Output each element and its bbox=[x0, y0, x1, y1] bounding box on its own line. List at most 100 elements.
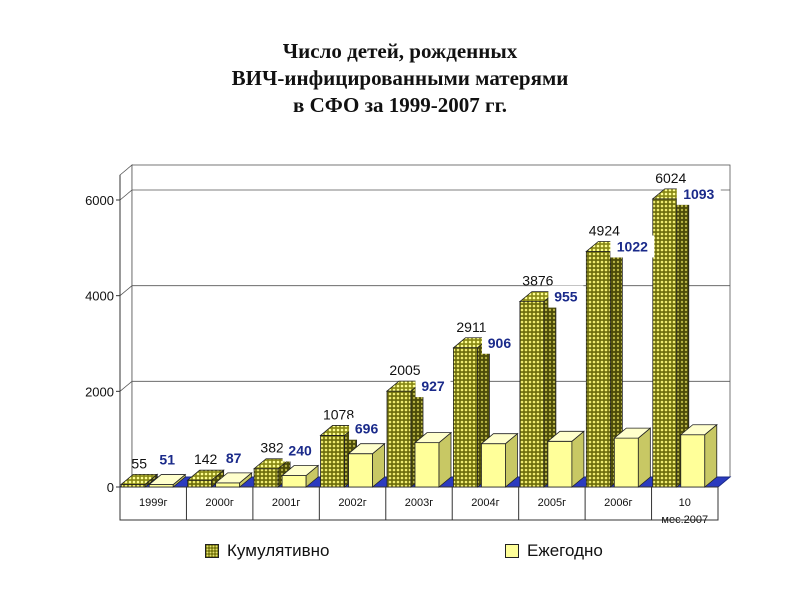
data-label-annual-3: 696 bbox=[355, 421, 379, 437]
bar-annual-8-front bbox=[680, 434, 706, 488]
data-label-annual-7: 1022 bbox=[617, 238, 648, 254]
bar-annual-3-top bbox=[347, 443, 386, 455]
bar-annual-6 bbox=[546, 430, 585, 488]
bar-cumulative-3 bbox=[319, 424, 358, 488]
gridline-6000 bbox=[119, 189, 730, 201]
data-label-bg-annual-8 bbox=[676, 182, 721, 205]
bar-cumulative-0 bbox=[120, 473, 159, 488]
x-tick-label-6: 2005г bbox=[538, 497, 566, 509]
x-tick-label-5: 2004г bbox=[471, 497, 499, 509]
data-label-cumulative-3: 1078 bbox=[323, 406, 354, 422]
legend-swatch-annual bbox=[505, 544, 519, 558]
bar-annual-7-top bbox=[613, 427, 652, 439]
bar-annual-3 bbox=[347, 442, 386, 488]
bar-annual-1-front bbox=[215, 482, 241, 488]
data-label-cumulative-0: 55 bbox=[131, 455, 147, 471]
side-wall bbox=[119, 164, 133, 488]
x-tick-label-1: 2000г bbox=[205, 497, 233, 509]
bar-cumulative-7-front bbox=[585, 251, 611, 488]
data-label-annual-8: 1093 bbox=[683, 186, 714, 202]
y-tick-label-6000: 6000 bbox=[85, 193, 114, 208]
gridline-4000 bbox=[119, 285, 730, 296]
plot-frame: 0 2000 4000 6000 1999г 2000г 2001г 2002г 2003г 20… bbox=[85, 164, 732, 526]
back-wall bbox=[131, 164, 731, 478]
bar-annual-6-top bbox=[546, 430, 585, 442]
bar-annual-7 bbox=[613, 427, 652, 488]
bar-cumulative-2-front bbox=[253, 468, 279, 488]
bar-cumulative-6-front bbox=[519, 301, 545, 488]
data-label-bg-annual-1 bbox=[220, 446, 247, 469]
data-label-annual-6: 955 bbox=[554, 289, 578, 305]
data-label-bg-annual-3 bbox=[349, 417, 385, 440]
bar-annual-3-front bbox=[348, 453, 373, 488]
legend-item-cumulative: Кумулятивно bbox=[205, 541, 330, 561]
bar-cumulative-1-front bbox=[187, 479, 213, 488]
bar-cumulative-3-front bbox=[320, 435, 345, 488]
bar-annual-8 bbox=[679, 423, 718, 488]
category-axis-box bbox=[119, 486, 719, 521]
legend-swatch-cumulative bbox=[205, 544, 219, 558]
data-label-bg-annual-4 bbox=[415, 375, 451, 398]
bar-annual-2-front bbox=[281, 475, 307, 488]
title-line-2: ВИЧ-инфицированными матерями bbox=[231, 66, 569, 90]
data-label-cumulative-6: 3876 bbox=[522, 273, 553, 289]
legend-item-annual: Ежегодно bbox=[505, 541, 603, 561]
data-label-cumulative-8: 6024 bbox=[655, 170, 686, 186]
title-line-1: Число детей, рожденных bbox=[282, 39, 518, 63]
chart-title: Число детей, рожденных ВИЧ-инфицированны… bbox=[0, 38, 800, 119]
data-label-annual-5: 906 bbox=[488, 335, 512, 351]
bar-annual-0-top bbox=[148, 474, 187, 485]
data-label-cumulative-4: 2005 bbox=[389, 362, 420, 378]
data-label-bg-annual-5 bbox=[481, 331, 517, 354]
bar-annual-6-front bbox=[547, 440, 573, 488]
bar-annual-7-front bbox=[613, 437, 639, 488]
x-tick-label-2: 2001г bbox=[272, 497, 300, 509]
bar-annual-5 bbox=[480, 432, 519, 488]
bar-cumulative-5-front bbox=[453, 347, 478, 488]
bar-cumulative-2 bbox=[253, 457, 292, 488]
bar-cumulative-4-front bbox=[386, 390, 412, 488]
x-tick-label-8: мес.2007 bbox=[661, 514, 708, 526]
title-line-3: в СФО за 1999-2007 гг. bbox=[292, 93, 508, 117]
data-label-cumulative-1: 142 bbox=[194, 451, 218, 467]
bar-annual-1 bbox=[214, 471, 253, 488]
bar-annual-8-top bbox=[679, 424, 718, 436]
data-label-bg-annual-7 bbox=[610, 235, 655, 258]
bar-annual-8-side bbox=[704, 423, 718, 488]
plot-bars bbox=[120, 187, 718, 488]
data-label-bg-annual-0 bbox=[154, 448, 181, 471]
x-tick-label-3: 2002г bbox=[338, 497, 366, 509]
bar-annual-1-top bbox=[214, 472, 253, 484]
y-tick-label-0: 0 bbox=[107, 480, 114, 495]
data-label-cumulative-5: 2911 bbox=[456, 319, 486, 335]
y-tick-label-4000: 4000 bbox=[85, 289, 114, 304]
bar-cumulative-4 bbox=[385, 380, 425, 488]
bar-annual-4-front bbox=[414, 442, 440, 488]
data-label-cumulative-2: 382 bbox=[260, 440, 284, 456]
legend-label-annual: Ежегодно bbox=[527, 541, 603, 560]
bar-annual-2 bbox=[281, 464, 320, 488]
x-tick-label-4: 2003г bbox=[405, 497, 433, 509]
data-label-annual-4: 927 bbox=[421, 378, 445, 394]
bar-annual-2-top bbox=[281, 465, 320, 476]
data-label-annual-1: 87 bbox=[226, 450, 242, 466]
bar-annual-0 bbox=[148, 473, 187, 488]
bar-cumulative-8-front bbox=[652, 198, 678, 488]
x-tick-label-0: 1999г bbox=[139, 497, 167, 509]
data-label-bg-annual-2 bbox=[282, 439, 318, 462]
data-label-annual-0: 51 bbox=[159, 452, 175, 468]
bar-cumulative-8 bbox=[651, 187, 690, 488]
legend-label-cumulative: Кумулятивно bbox=[227, 541, 330, 560]
x-tick-label-7: 2006г bbox=[604, 497, 632, 509]
bar-annual-5-front bbox=[481, 443, 506, 488]
data-label-annual-2: 240 bbox=[288, 443, 312, 459]
bar-annual-4-top bbox=[413, 432, 453, 444]
bar-cumulative-1-top bbox=[186, 469, 225, 481]
bar-annual-5-top bbox=[480, 433, 519, 445]
bar-cumulative-7 bbox=[585, 240, 624, 488]
y-tick-label-2000: 2000 bbox=[85, 384, 114, 399]
bar-annual-4 bbox=[413, 431, 453, 488]
bar-cumulative-0-top bbox=[120, 473, 159, 485]
